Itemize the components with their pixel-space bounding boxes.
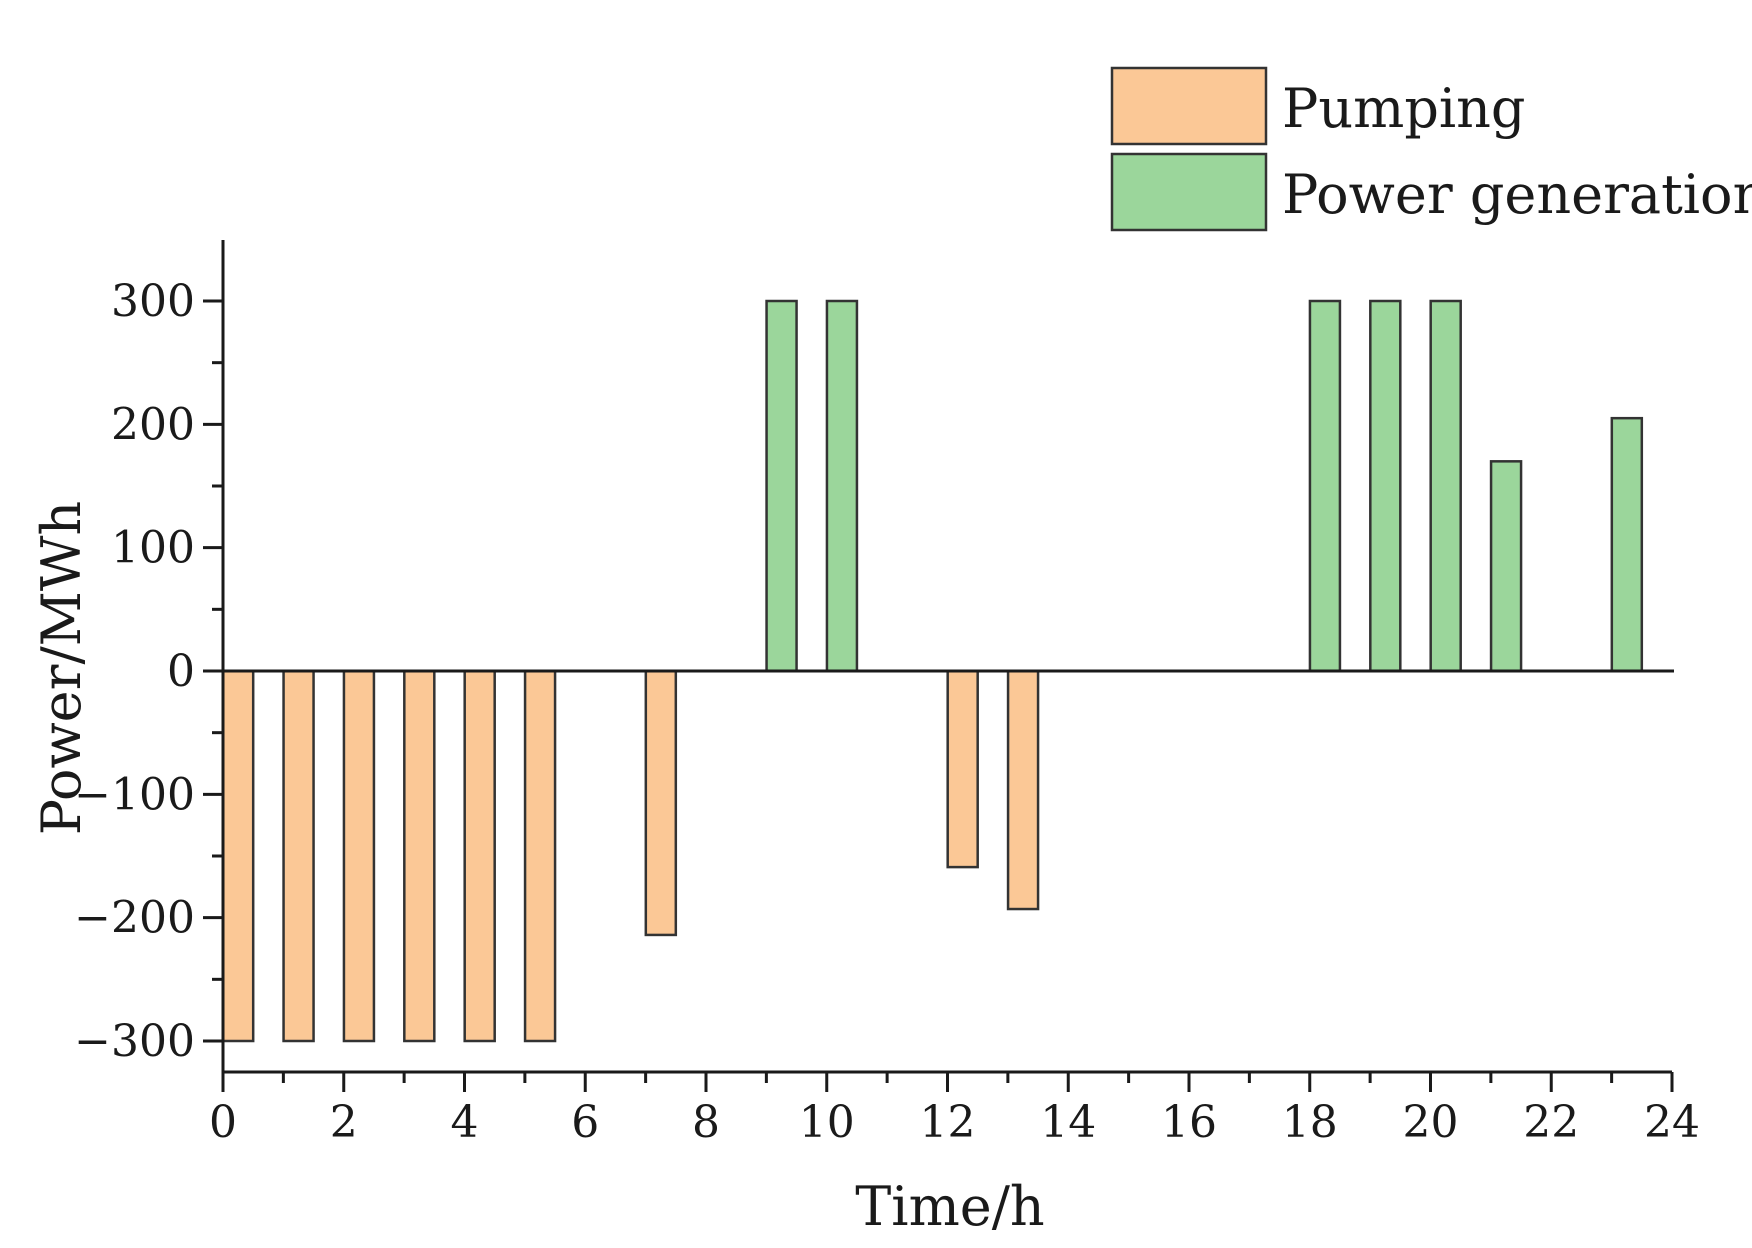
- bar-pumping-0: [221, 669, 255, 1043]
- y-tick-label: 100: [111, 523, 195, 574]
- bar-power-generation-4: [1429, 299, 1462, 673]
- x-tick-label: 2: [330, 1097, 358, 1148]
- x-tick-label: 6: [571, 1097, 599, 1148]
- y-tick-label: 300: [111, 276, 195, 327]
- bar-pumping-1: [282, 669, 315, 1043]
- bar-pumping-6: [644, 669, 678, 937]
- legend-swatch-pumping: [1110, 66, 1268, 146]
- y-tick-label: −200: [74, 893, 195, 944]
- bar-power-generation-3: [1369, 299, 1402, 673]
- x-tick-label: 18: [1282, 1097, 1338, 1148]
- bar-pumping-7: [946, 669, 979, 869]
- bar-pumping-4: [463, 669, 496, 1043]
- y-tick-label: 200: [111, 399, 195, 450]
- x-tick-label: 22: [1523, 1097, 1579, 1148]
- legend-label-pumping: Pumping: [1282, 77, 1526, 140]
- bar-pumping-2: [342, 669, 376, 1043]
- y-tick-label: −300: [74, 1016, 195, 1067]
- bar-power-generation-6: [1610, 416, 1644, 673]
- x-tick-label: 24: [1644, 1097, 1700, 1148]
- x-axis-title: Time/h: [855, 1175, 1044, 1238]
- y-tick-label: −100: [74, 769, 195, 820]
- legend-swatch-power-generation: [1110, 152, 1268, 232]
- bar-pumping-5: [523, 669, 557, 1043]
- bar-power-generation-5: [1489, 460, 1523, 673]
- x-tick-label: 20: [1403, 1097, 1459, 1148]
- legend-label-power-generation: Power generation: [1282, 163, 1752, 226]
- x-tick-label: 0: [209, 1097, 237, 1148]
- y-tick-label: 0: [167, 646, 195, 697]
- x-tick-label: 14: [1040, 1097, 1096, 1148]
- bar-pumping-8: [1006, 669, 1040, 911]
- bar-power-generation-1: [825, 299, 859, 673]
- bar-power-generation-2: [1308, 299, 1342, 673]
- bar-power-generation-0: [765, 299, 798, 673]
- legend: Pumping Power generation: [1110, 66, 1752, 232]
- x-tick-label: 4: [451, 1097, 479, 1148]
- bar-pumping-3: [403, 669, 436, 1043]
- x-tick-label: 10: [799, 1097, 855, 1148]
- x-tick-label: 12: [920, 1097, 976, 1148]
- y-axis-title: Power/MWh: [30, 501, 93, 835]
- x-tick-label: 16: [1161, 1097, 1217, 1148]
- x-tick-label: 8: [692, 1097, 720, 1148]
